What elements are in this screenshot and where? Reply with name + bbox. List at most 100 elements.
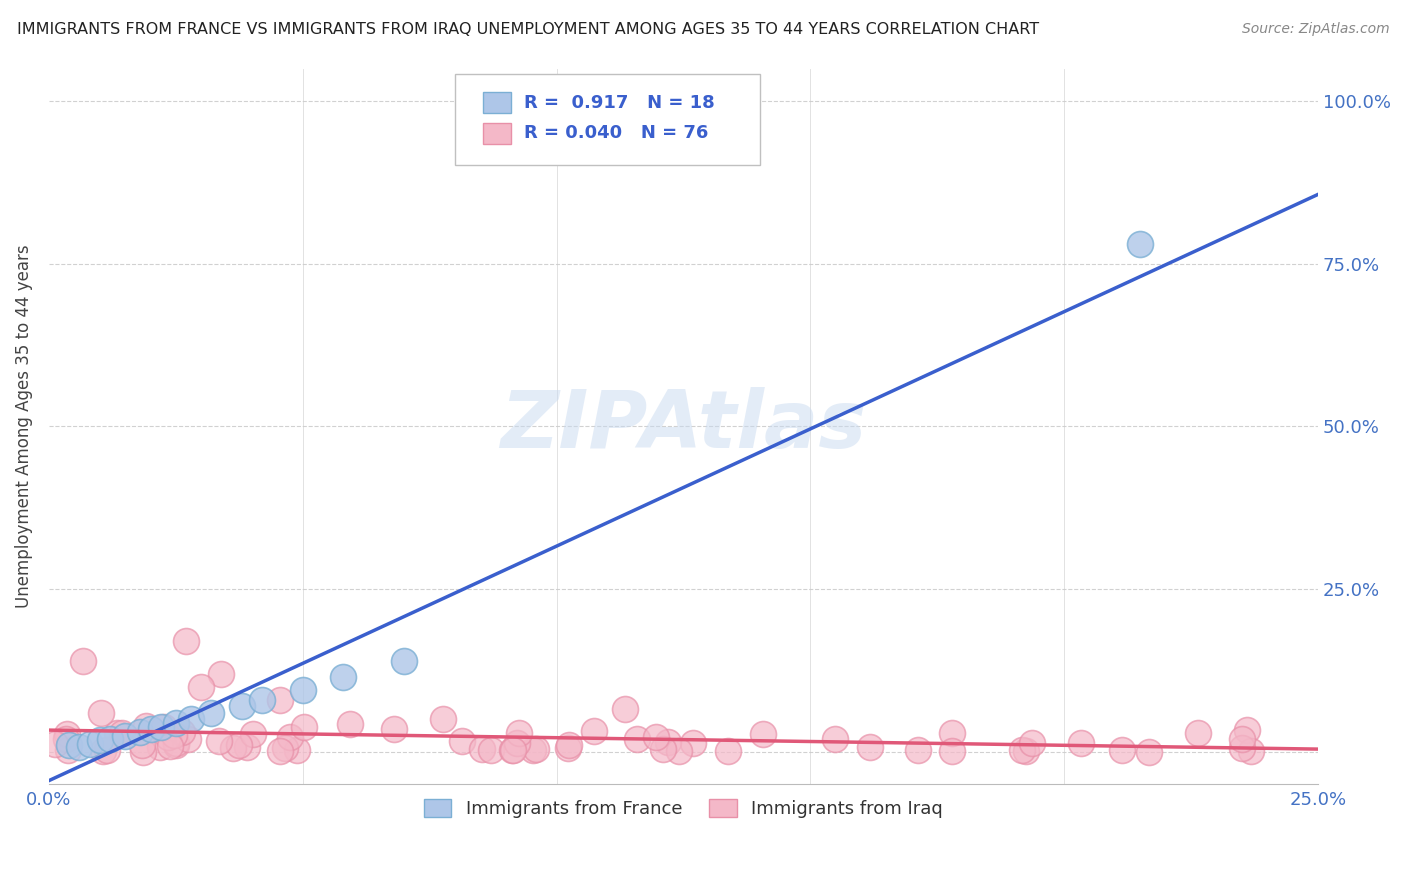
Point [250,693,273,707]
Point [1232,741,1254,756]
Point [292,720,315,734]
Point [613,701,636,715]
Y-axis label: Unemployment Among Ages 35 to 44 years: Unemployment Among Ages 35 to 44 years [15,244,32,608]
Text: ZIPAtlas: ZIPAtlas [501,387,866,466]
Point [1011,743,1033,757]
Point [339,716,361,731]
Point [56,727,79,741]
Point [105,726,128,740]
Point [165,738,187,752]
Point [91,744,114,758]
Point [162,728,184,742]
Point [72,654,94,668]
Point [291,683,314,698]
Point [1129,237,1152,252]
Point [941,744,963,758]
Point [139,722,162,736]
Point [236,739,259,754]
Point [208,734,231,748]
Point [859,739,882,754]
Point [149,740,172,755]
Point [907,743,929,757]
Point [752,727,775,741]
Point [170,725,193,739]
Point [471,741,494,756]
Point [941,725,963,739]
Point [58,739,80,753]
Point [451,734,474,748]
Point [384,722,406,736]
Point [274,741,297,756]
Point [522,743,544,757]
Point [180,712,202,726]
Point [242,727,264,741]
Point [1021,736,1043,750]
Point [177,732,200,747]
Point [479,743,502,757]
Point [209,666,232,681]
Point [652,742,675,756]
Point [558,738,581,752]
Point [1236,723,1258,737]
Point [682,736,704,750]
Point [111,726,134,740]
Point [129,725,152,739]
Point [394,654,416,668]
Point [668,744,690,758]
Point [159,739,181,753]
Point [98,731,121,746]
Point [557,741,579,756]
Point [1230,731,1253,746]
Point [332,670,354,684]
Point [132,745,155,759]
Point [89,733,111,747]
Point [432,712,454,726]
Point [55,731,77,746]
FancyBboxPatch shape [484,93,510,113]
Point [1070,735,1092,749]
Point [657,735,679,749]
Point [1111,743,1133,757]
Text: Source: ZipAtlas.com: Source: ZipAtlas.com [1241,22,1389,37]
Point [501,742,523,756]
Point [582,724,605,739]
Point [524,742,547,756]
Point [156,730,179,744]
Point [508,726,530,740]
Text: R =  0.917   N = 18: R = 0.917 N = 18 [523,94,714,112]
Point [96,743,118,757]
Point [285,743,308,757]
Point [58,743,80,757]
Text: IMMIGRANTS FROM FRANCE VS IMMIGRANTS FROM IRAQ UNEMPLOYMENT AMONG AGES 35 TO 44 : IMMIGRANTS FROM FRANCE VS IMMIGRANTS FRO… [17,22,1039,37]
FancyBboxPatch shape [484,123,510,144]
Point [221,740,243,755]
Legend: Immigrants from France, Immigrants from Iraq: Immigrants from France, Immigrants from … [418,792,950,825]
Point [90,706,112,720]
Point [228,739,250,753]
Point [1240,744,1263,758]
Point [231,699,253,714]
Point [190,680,212,694]
Point [717,744,740,758]
Point [1015,744,1038,758]
Point [44,737,66,751]
Point [131,738,153,752]
Point [67,739,90,754]
Point [506,736,529,750]
Point [1187,725,1209,739]
Text: R = 0.040   N = 76: R = 0.040 N = 76 [523,125,709,143]
Point [165,736,187,750]
Point [645,730,668,744]
Point [278,730,301,744]
Point [269,744,291,758]
Point [824,732,846,747]
FancyBboxPatch shape [456,73,759,165]
Point [1139,745,1161,759]
Point [200,706,222,720]
Point [626,732,648,747]
Point [135,719,157,733]
Point [165,715,187,730]
Point [269,693,291,707]
Point [114,729,136,743]
Point [152,721,174,735]
